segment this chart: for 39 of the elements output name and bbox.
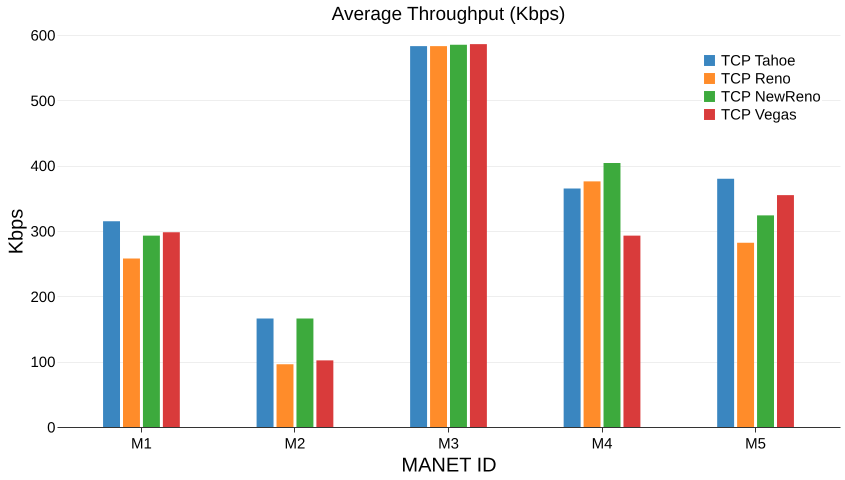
bar <box>256 318 274 427</box>
x-tick-label: M2 <box>284 436 306 452</box>
bar <box>103 221 120 427</box>
x-tick-label: M5 <box>745 436 766 452</box>
bar <box>162 232 180 427</box>
bar <box>564 188 581 427</box>
bar <box>410 46 428 427</box>
bar <box>737 242 754 427</box>
bar <box>757 215 774 427</box>
y-tick-label: 600 <box>30 28 56 44</box>
x-tick-label: M1 <box>131 436 152 452</box>
bar <box>430 46 448 427</box>
y-tick-label: 400 <box>30 158 56 176</box>
y-tick-label: 200 <box>30 288 56 306</box>
bar <box>717 178 734 427</box>
bar <box>276 364 294 427</box>
bar <box>470 44 487 427</box>
bar <box>316 360 334 427</box>
bar <box>296 318 314 427</box>
chart-title: Average Throughput (Kbps) <box>332 4 566 25</box>
legend-label: TCP Reno <box>721 70 791 88</box>
bar <box>142 236 160 427</box>
y-tick-label: 0 <box>47 420 56 436</box>
x-axis-title: MANET ID <box>401 454 497 476</box>
x-tick-label: M4 <box>592 436 612 452</box>
bar <box>450 44 467 427</box>
y-tick-label: 500 <box>30 92 56 110</box>
legend-label: TCP NewReno <box>721 88 821 106</box>
y-axis-title: Kbps <box>5 208 28 254</box>
y-tick-label: 300 <box>30 224 56 240</box>
bar <box>604 163 620 427</box>
bar <box>623 236 640 427</box>
x-tick-label: M3 <box>438 436 459 452</box>
bar <box>123 258 140 427</box>
bar <box>776 195 794 427</box>
legend-label: TCP Tahoe <box>721 52 796 70</box>
bar <box>584 181 601 427</box>
y-tick-label: 100 <box>30 354 56 372</box>
legend-label: TCP Vegas <box>721 106 797 124</box>
